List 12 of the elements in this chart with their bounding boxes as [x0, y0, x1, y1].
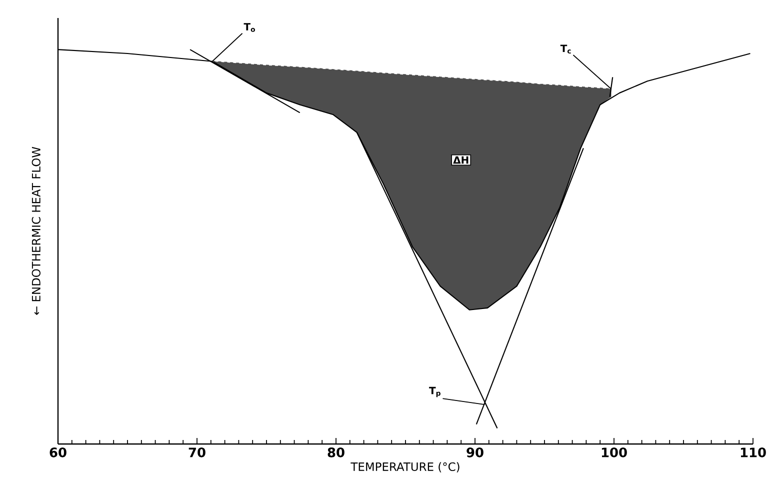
- x-tick-label: 110: [740, 448, 766, 458]
- annotation: T$_{p}$: [429, 386, 440, 398]
- x-tick-label: 60: [50, 448, 66, 458]
- x-tick-label: 100: [602, 448, 627, 458]
- x-tick-label: 70: [188, 448, 206, 458]
- annotation: T$_{c}$: [560, 44, 571, 54]
- y-axis-title: ← ENDOTHERMIC HEAT FLOW: [32, 146, 40, 315]
- annotation: ΔH: [453, 156, 468, 164]
- x-tick-label: 80: [328, 448, 344, 458]
- x-axis-title: TEMPERATURE (°C): [350, 462, 460, 472]
- annotation: T$_{o}$: [244, 23, 256, 32]
- x-tick-label: 90: [466, 448, 484, 458]
